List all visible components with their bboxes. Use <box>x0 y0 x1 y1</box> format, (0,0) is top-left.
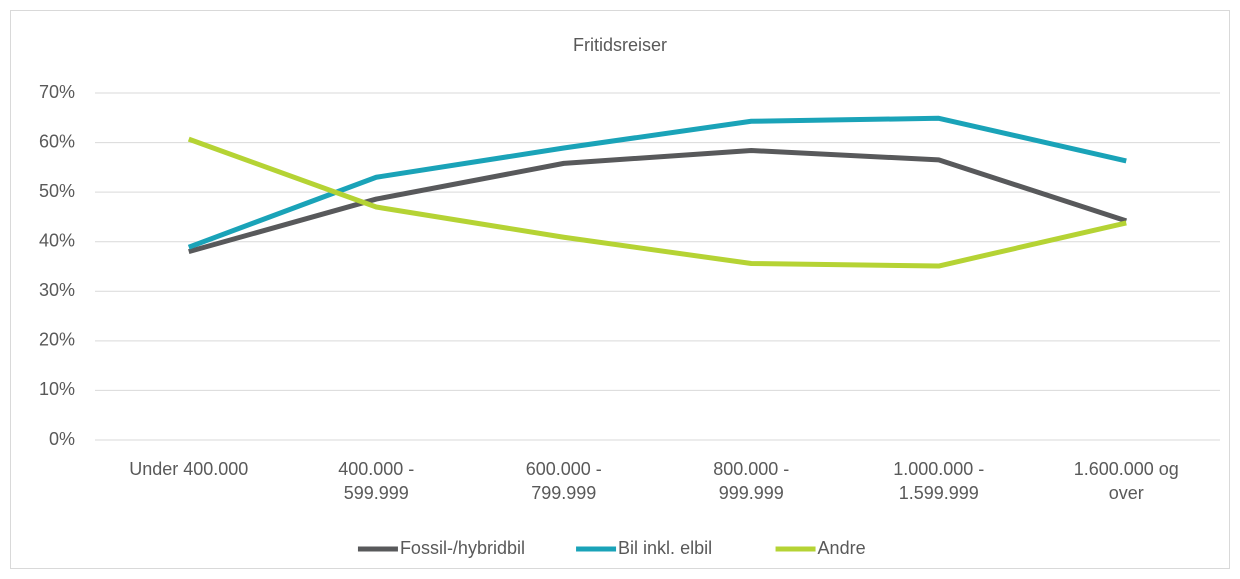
x-tick-label: 800.000 -999.999 <box>713 459 789 503</box>
y-tick-label: 40% <box>39 230 75 250</box>
y-tick-label: 0% <box>49 429 75 449</box>
x-tick-label: Under 400.000 <box>129 459 248 479</box>
y-tick-label: 60% <box>39 131 75 151</box>
y-tick-label: 50% <box>39 181 75 201</box>
x-tick-label: 600.000 -799.999 <box>526 459 602 503</box>
series-line <box>187 115 1127 250</box>
series-line <box>187 136 1127 269</box>
chart-border <box>10 10 1230 569</box>
legend-label: Bil inkl. elbil <box>618 538 712 558</box>
y-tick-label: 30% <box>39 280 75 300</box>
legend-label: Fossil-/hybridbil <box>400 538 525 558</box>
y-tick-label: 70% <box>39 82 75 102</box>
y-tick-label: 10% <box>39 379 75 399</box>
x-tick-label: 400.000 -599.999 <box>338 459 414 503</box>
series-line <box>188 148 1128 255</box>
chart-title: Fritidsreiser <box>573 35 667 55</box>
y-tick-label: 20% <box>39 330 75 350</box>
x-tick-label: 1.000.000 -1.599.999 <box>893 459 984 503</box>
x-tick-label: 1.600.000 og over <box>1074 459 1179 503</box>
legend-label: Andre <box>818 538 866 558</box>
